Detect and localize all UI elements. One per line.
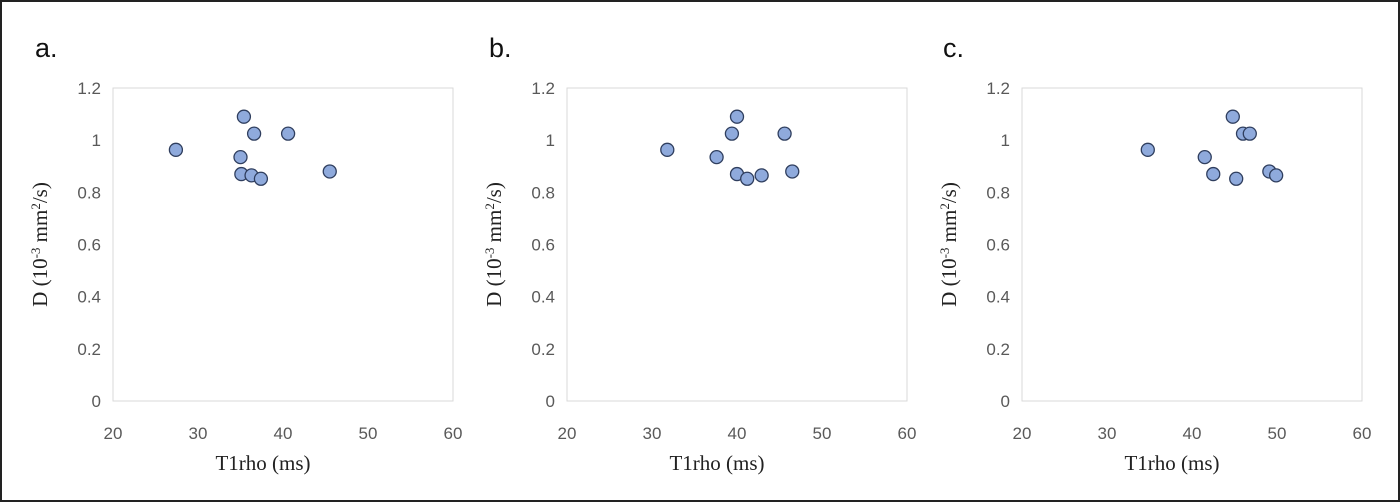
x-tick-label: 60 [444,424,463,443]
data-point [1269,168,1284,183]
panel-label: b. [489,33,512,63]
x-tick-label: 20 [1013,424,1032,443]
x-tick-label: 30 [643,424,662,443]
plot-area [566,87,908,402]
data-point [236,109,252,124]
data-point [233,149,248,165]
y-tick-label: 1.2 [986,79,1010,98]
y-tick-label: 1.2 [77,79,101,98]
y-tick-label: 0.8 [77,183,101,202]
panel-label: a. [35,33,58,63]
chart-panel-3: c. 0 0.2 0.4 0.6 0.8 1 1.2 20 30 40 50 60 T1rho (ms) D… [937,33,1372,475]
data-point [1229,171,1244,186]
data-point [322,164,337,179]
y-tick-label: 1.2 [531,79,555,98]
y-tick-label: 0.6 [77,236,101,255]
x-tick-label: 40 [274,424,293,443]
x-tick-label: 50 [359,424,378,443]
data-point [1242,126,1257,141]
plot-area [112,87,454,402]
data-point [1140,142,1155,157]
data-point [168,142,184,157]
chart-panel-2: b. 0 0.2 0.4 0.6 0.8 1 1.2 20 30 40 50 60 T1rho (ms) D… [482,33,917,475]
x-axis-title: T1rho (ms) [1124,451,1219,475]
data-point [253,171,269,186]
y-tick-label: 0.2 [986,340,1010,359]
data-point [1225,109,1240,124]
data-point [1206,166,1221,182]
y-axis-title: D (10-3 mm2/s) [937,182,962,307]
data-point [785,164,800,179]
x-axis-title: T1rho (ms) [669,451,764,475]
y-tick-label: 0 [92,392,101,411]
chart-panel-1: a. 0 0.2 0.4 0.6 0.8 1 1.2 20 30 40 50 60 T1rho (ms) D… [28,33,463,475]
data-point [280,126,296,141]
y-tick-label: 0.8 [986,183,1010,202]
plot-area [1021,87,1363,402]
x-tick-label: 30 [1098,424,1117,443]
x-tick-label: 50 [1268,424,1287,443]
y-tick-label: 0.6 [986,236,1010,255]
data-point [777,126,792,141]
x-tick-label: 20 [558,424,577,443]
y-tick-label: 1 [1001,131,1010,150]
data-point [729,109,745,124]
y-tick-label: 0.8 [531,183,555,202]
data-point [709,149,724,165]
x-tick-label: 20 [104,424,123,443]
data-point [660,142,675,157]
x-tick-label: 40 [1183,424,1202,443]
x-tick-label: 50 [813,424,832,443]
y-tick-label: 0 [546,392,555,411]
panel-label: c. [943,33,964,63]
y-axis-title: D (10-3 mm2/s) [482,182,507,307]
y-tick-label: 0 [1001,392,1010,411]
data-point [754,168,769,183]
data-point [1197,149,1212,165]
x-tick-label: 40 [728,424,747,443]
y-tick-label: 0.2 [531,340,555,359]
x-axis-title: T1rho (ms) [215,451,310,475]
y-tick-label: 0.4 [77,288,101,307]
x-tick-label: 60 [1353,424,1372,443]
y-tick-label: 0.6 [531,236,555,255]
y-tick-label: 0.2 [77,340,101,359]
y-tick-label: 0.4 [531,288,555,307]
y-tick-label: 1 [92,131,101,150]
y-axis-title: D (10-3 mm2/s) [28,182,53,307]
x-tick-label: 30 [189,424,208,443]
y-tick-label: 1 [546,131,555,150]
data-point [246,126,262,141]
y-tick-label: 0.4 [986,288,1010,307]
data-point [724,126,740,141]
data-point [740,171,755,186]
x-tick-label: 60 [898,424,917,443]
